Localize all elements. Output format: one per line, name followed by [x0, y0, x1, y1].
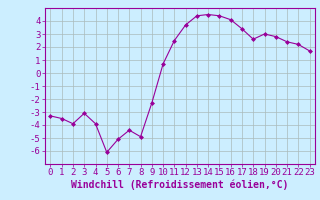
X-axis label: Windchill (Refroidissement éolien,°C): Windchill (Refroidissement éolien,°C)	[71, 180, 289, 190]
